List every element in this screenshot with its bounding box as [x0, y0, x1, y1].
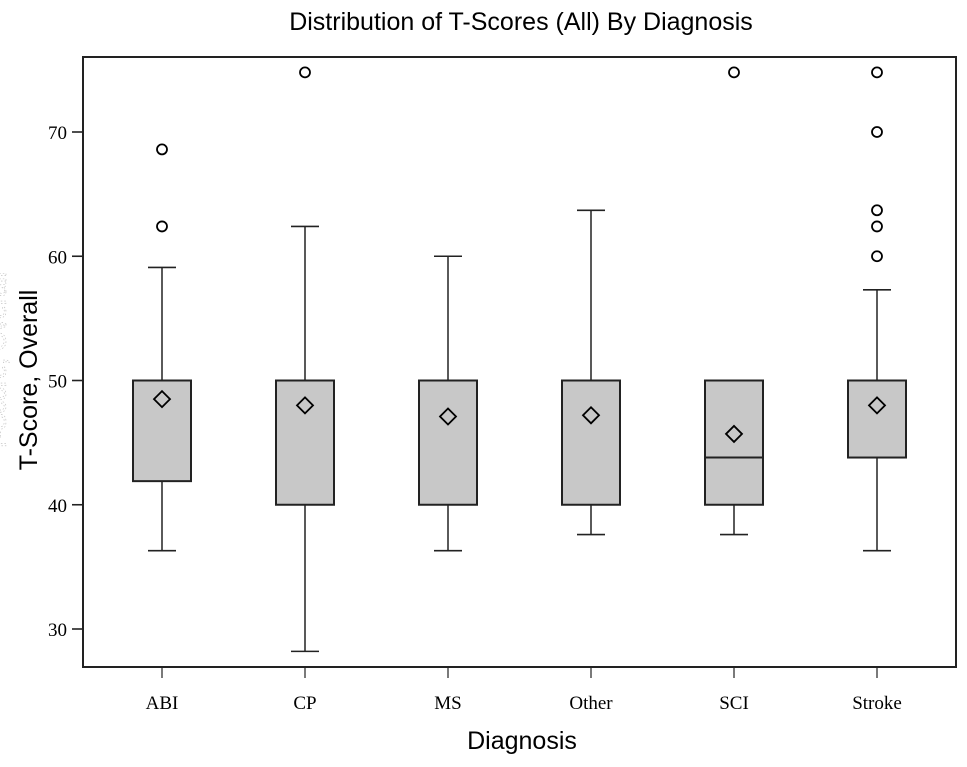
y-tick-label: 30: [48, 620, 67, 641]
mean-marker: [581, 406, 601, 425]
y-tick-label: 50: [48, 372, 67, 393]
mean-marker: [724, 424, 744, 444]
outlier-point: [299, 66, 311, 79]
box-stroke: [847, 66, 907, 552]
box-sci: [704, 66, 764, 536]
box-cp: [275, 66, 335, 653]
x-tick-label: Stroke: [852, 693, 902, 714]
box-ms: [418, 255, 478, 552]
outlier-point: [156, 143, 168, 156]
iqr-box: [561, 379, 621, 506]
x-tick-label: MS: [434, 693, 461, 714]
outlier-point: [871, 126, 883, 138]
x-tick-label: SCI: [719, 693, 749, 714]
y-axis-label-ghost: T-Score, Overall: [0, 272, 12, 453]
boxes-layer: [132, 66, 907, 653]
chart-title: Distribution of T-Scores (All) By Diagno…: [289, 8, 753, 36]
x-tick-label: Other: [569, 693, 613, 714]
outlier-point: [728, 66, 740, 79]
box-abi: [132, 143, 192, 552]
y-tick-label: 40: [48, 496, 67, 517]
y-axis: 30 40 50 60 70: [48, 123, 83, 641]
y-axis-label: T-Score, Overall: [15, 290, 43, 471]
outlier-point: [871, 204, 883, 217]
iqr-box: [418, 379, 478, 506]
x-tick-label: ABI: [146, 693, 179, 714]
outlier-point: [156, 220, 168, 233]
y-tick-label: 70: [48, 123, 67, 144]
box-other: [561, 209, 621, 536]
x-tick-label: CP: [293, 693, 316, 714]
outlier-point: [871, 250, 883, 263]
iqr-box: [275, 379, 335, 506]
mean-marker: [295, 396, 315, 415]
mean-marker: [438, 407, 458, 426]
mean-marker: [152, 389, 172, 409]
x-axis: ABI CP MS Other SCI Stroke: [146, 667, 902, 714]
mean-marker: [867, 396, 887, 415]
outlier-point: [871, 220, 883, 233]
outlier-point: [871, 66, 883, 79]
x-axis-label: Diagnosis: [467, 727, 577, 755]
iqr-box: [847, 379, 907, 459]
plot-frame: [82, 56, 957, 668]
iqr-box: [132, 379, 192, 483]
y-tick-label: 60: [48, 247, 67, 268]
